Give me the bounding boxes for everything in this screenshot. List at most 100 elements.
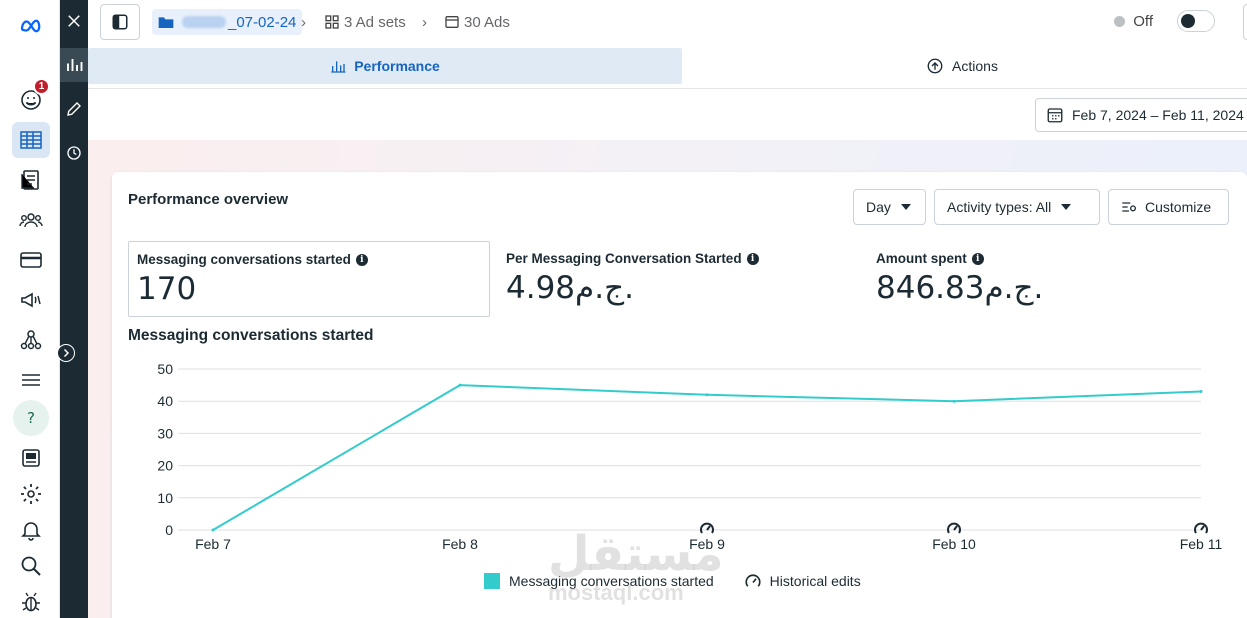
performance-chart-icon[interactable]: [60, 48, 88, 82]
adsets-label: 3 Ad sets: [344, 13, 406, 31]
breadcrumb-chevron-icon: ›: [422, 14, 427, 31]
info-icon[interactable]: i: [746, 252, 759, 265]
historical-edit-marker-icon[interactable]: [700, 522, 714, 534]
customize-sliders-icon: [1122, 202, 1136, 212]
data-point: [458, 383, 462, 387]
metric-cost-per-conversation[interactable]: Per Messaging Conversation Started i 4.98…: [498, 241, 860, 317]
tab-actions-label: Actions: [952, 58, 998, 74]
left-nav-rail: 1 ?: [0, 0, 60, 618]
legend-label: Historical edits: [769, 573, 861, 589]
breadcrumb-ads[interactable]: 30 Ads: [444, 9, 510, 35]
top-bar: _07-02-24 › 3 Ad sets › 30 Ads Off: [88, 0, 1247, 44]
tab-bar: Performance Actions: [88, 48, 1247, 84]
ads-manager-table-icon[interactable]: [12, 122, 50, 158]
historical-edit-marker-icon[interactable]: [1194, 522, 1208, 534]
customize-button[interactable]: Customize: [1108, 189, 1229, 225]
day-dropdown-label: Day: [866, 199, 891, 215]
line-chart: 0 10 20 30 40 50 Feb 7 Feb 8 Feb 9 Feb 10 Feb 11: [157, 361, 1223, 552]
performance-overview-card: Performance overview Day Activity types:…: [112, 172, 1247, 618]
edge-button[interactable]: [1243, 4, 1247, 40]
data-point: [705, 393, 709, 397]
y-tick-label: 0: [165, 522, 173, 538]
historical-edit-gauge-icon: [745, 574, 761, 587]
panel-icon: [112, 14, 128, 30]
date-range-label: Feb 7, 2024 – Feb 11, 2024: [1072, 107, 1244, 123]
breadcrumb-adsets[interactable]: 3 Ad sets: [324, 9, 406, 35]
delivery-status: Off: [1114, 10, 1215, 32]
expand-rail-chevron-icon[interactable]: [57, 344, 75, 362]
calendar-icon: [1047, 108, 1063, 123]
folder-icon: [158, 17, 174, 28]
data-point: [1199, 390, 1203, 394]
metric-messaging-conversations[interactable]: Messaging conversations started i 170: [128, 241, 490, 317]
date-range-picker[interactable]: Feb 7, 2024 – Feb 11, 2024: [1035, 98, 1247, 132]
x-tick-label: Feb 10: [932, 536, 976, 552]
info-icon[interactable]: i: [355, 253, 368, 266]
page-profile-icon[interactable]: [12, 440, 50, 476]
ads-label: 30 Ads: [464, 13, 510, 31]
notification-badge: 1: [33, 78, 50, 95]
historical-edit-marker-icon[interactable]: [947, 522, 961, 534]
metric-value: 4.98ج.م.: [506, 270, 634, 306]
tab-divider: [88, 88, 1247, 89]
watermark-arabic: مستقل: [548, 526, 724, 582]
legend-item-historical-edits[interactable]: Historical edits: [744, 572, 861, 590]
ad-settings-megaphone-icon[interactable]: [12, 282, 50, 318]
status-label: Off: [1133, 12, 1153, 30]
status-dot: [1114, 15, 1126, 27]
toggle-panel-button[interactable]: [100, 4, 140, 40]
y-tick-label: 40: [157, 393, 173, 409]
business-assets-icon[interactable]: [12, 322, 50, 358]
close-icon[interactable]: [60, 4, 88, 38]
metric-label: Per Messaging Conversation Started: [506, 251, 742, 266]
metric-label: Amount spent: [876, 251, 967, 266]
audiences-icon[interactable]: [12, 202, 50, 238]
search-icon[interactable]: [12, 548, 50, 584]
legend-label: Messaging conversations started: [509, 573, 714, 589]
metric-amount-spent[interactable]: Amount spent i 846.83ج.م.: [868, 241, 1230, 317]
help-icon[interactable]: ?: [13, 400, 49, 436]
y-tick-label: 30: [157, 425, 173, 441]
campaign-toggle[interactable]: [1177, 10, 1215, 32]
info-icon[interactable]: i: [971, 252, 984, 265]
y-tick-label: 50: [157, 361, 173, 377]
x-tick-label: Feb 7: [195, 536, 231, 552]
chart-title: Messaging conversations started: [128, 327, 374, 344]
billing-icon[interactable]: [12, 242, 50, 278]
legend-swatch: [484, 573, 500, 589]
x-tick-label: Feb 11: [1180, 536, 1223, 552]
campaign-name-suffix: _07-02-24: [228, 13, 297, 31]
redacted-campaign-name: [182, 16, 226, 28]
settings-gear-icon[interactable]: [12, 476, 50, 512]
ad-window-icon: [445, 16, 459, 28]
activity-types-dropdown[interactable]: Activity types: All: [934, 189, 1100, 225]
tab-performance-label: Performance: [354, 58, 440, 74]
edit-pencil-icon[interactable]: [60, 92, 88, 126]
series-line: [212, 384, 1202, 531]
secondary-tool-rail: [60, 0, 88, 618]
meta-logo-icon[interactable]: [12, 8, 50, 44]
chart-legend: Messaging conversations started Historic…: [484, 572, 891, 590]
caret-down-icon: [1061, 204, 1072, 210]
metric-value: 170: [137, 271, 197, 307]
breadcrumb-campaign[interactable]: _07-02-24: [152, 9, 303, 35]
activity-types-label: Activity types: All: [947, 199, 1052, 215]
customize-label: Customize: [1145, 199, 1212, 215]
report-bug-icon[interactable]: [12, 584, 50, 618]
data-point: [952, 399, 956, 403]
legend-item-series[interactable]: Messaging conversations started: [484, 573, 714, 589]
account-overview-icon[interactable]: 1: [12, 78, 50, 118]
pages-icon[interactable]: [12, 162, 50, 198]
notifications-bell-icon[interactable]: [12, 512, 50, 548]
tab-actions[interactable]: Actions: [682, 48, 1242, 84]
card-title: Performance overview: [128, 191, 289, 208]
breadcrumb-chevron-icon: ›: [301, 14, 306, 31]
menu-icon[interactable]: [12, 362, 50, 398]
grid-icon: [325, 15, 339, 29]
day-dropdown[interactable]: Day: [853, 189, 926, 225]
watermark-latin: mostaql.com: [548, 580, 684, 605]
x-tick-label: Feb 8: [442, 536, 478, 552]
history-clock-icon[interactable]: [60, 136, 88, 170]
tab-performance[interactable]: Performance: [88, 48, 682, 84]
x-tick-label: Feb 9: [689, 536, 725, 552]
